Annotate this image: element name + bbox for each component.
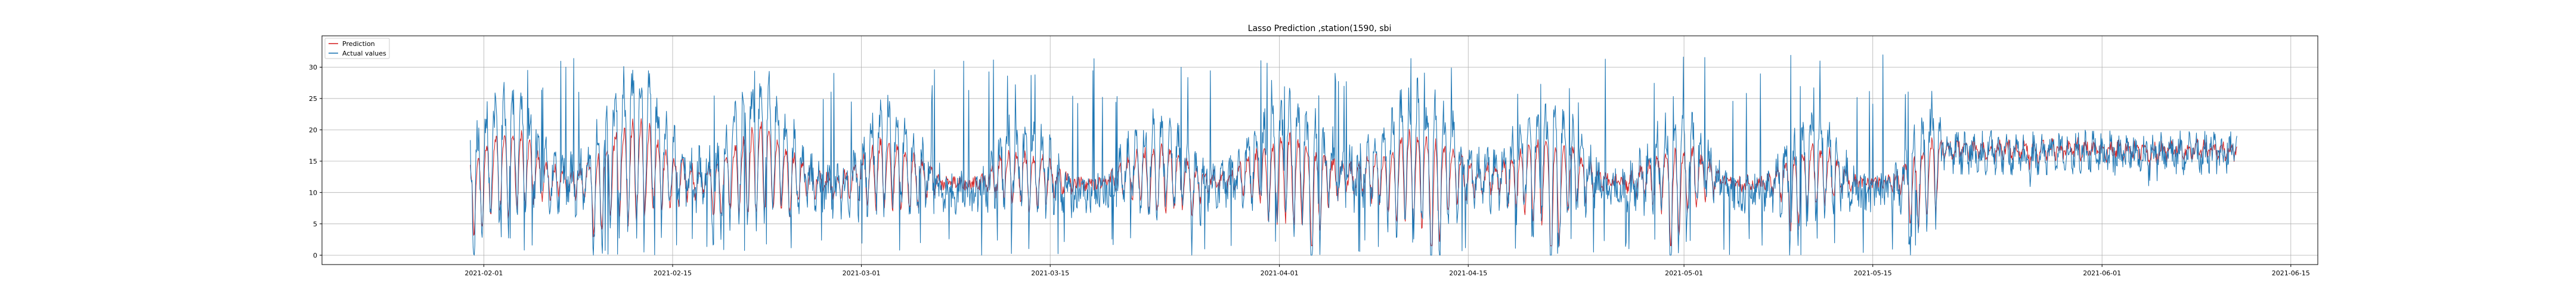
x-tick-label: 2021-03-01 — [843, 269, 881, 277]
y-tick-label: 30 — [309, 63, 317, 71]
legend: Prediction Actual values — [324, 38, 390, 59]
axes: 2021-02-01 2021-02-15 2021-03-01 2021-03-15… — [309, 63, 2310, 277]
plot-area: 2021-02-01 2021-02-15 2021-03-01 2021-03-15… — [309, 35, 2318, 277]
x-tick-label: 2021-05-15 — [1854, 269, 1892, 277]
x-tick-label: 2021-04-01 — [1261, 269, 1299, 277]
x-tick-label: 2021-02-15 — [654, 269, 692, 277]
y-tick-label: 5 — [313, 220, 317, 228]
y-tick-label: 10 — [309, 189, 317, 196]
x-tick-label: 2021-03-15 — [1031, 269, 1069, 277]
y-tick-label: 25 — [309, 95, 317, 103]
x-tick-label: 2021-06-15 — [2272, 269, 2310, 277]
legend-box — [324, 38, 390, 59]
actual-values-series-line — [470, 54, 2237, 256]
x-tick-label: 2021-05-01 — [1665, 269, 1703, 277]
legend-label-actual: Actual values — [342, 50, 386, 57]
x-tick-label: 2021-06-01 — [2083, 269, 2121, 277]
y-tick-label: 0 — [313, 251, 317, 259]
y-tick-label: 20 — [309, 126, 317, 134]
x-tick-label: 2021-02-01 — [465, 269, 503, 277]
chart-title: Lasso Prediction ,station(1590, sbi — [1248, 24, 1392, 33]
y-tick-label: 15 — [309, 158, 317, 165]
plot-frame — [321, 35, 2318, 265]
series-lines — [470, 54, 2237, 256]
x-tick-label: 2021-04-15 — [1449, 269, 1487, 277]
legend-label-prediction: Prediction — [342, 40, 375, 48]
